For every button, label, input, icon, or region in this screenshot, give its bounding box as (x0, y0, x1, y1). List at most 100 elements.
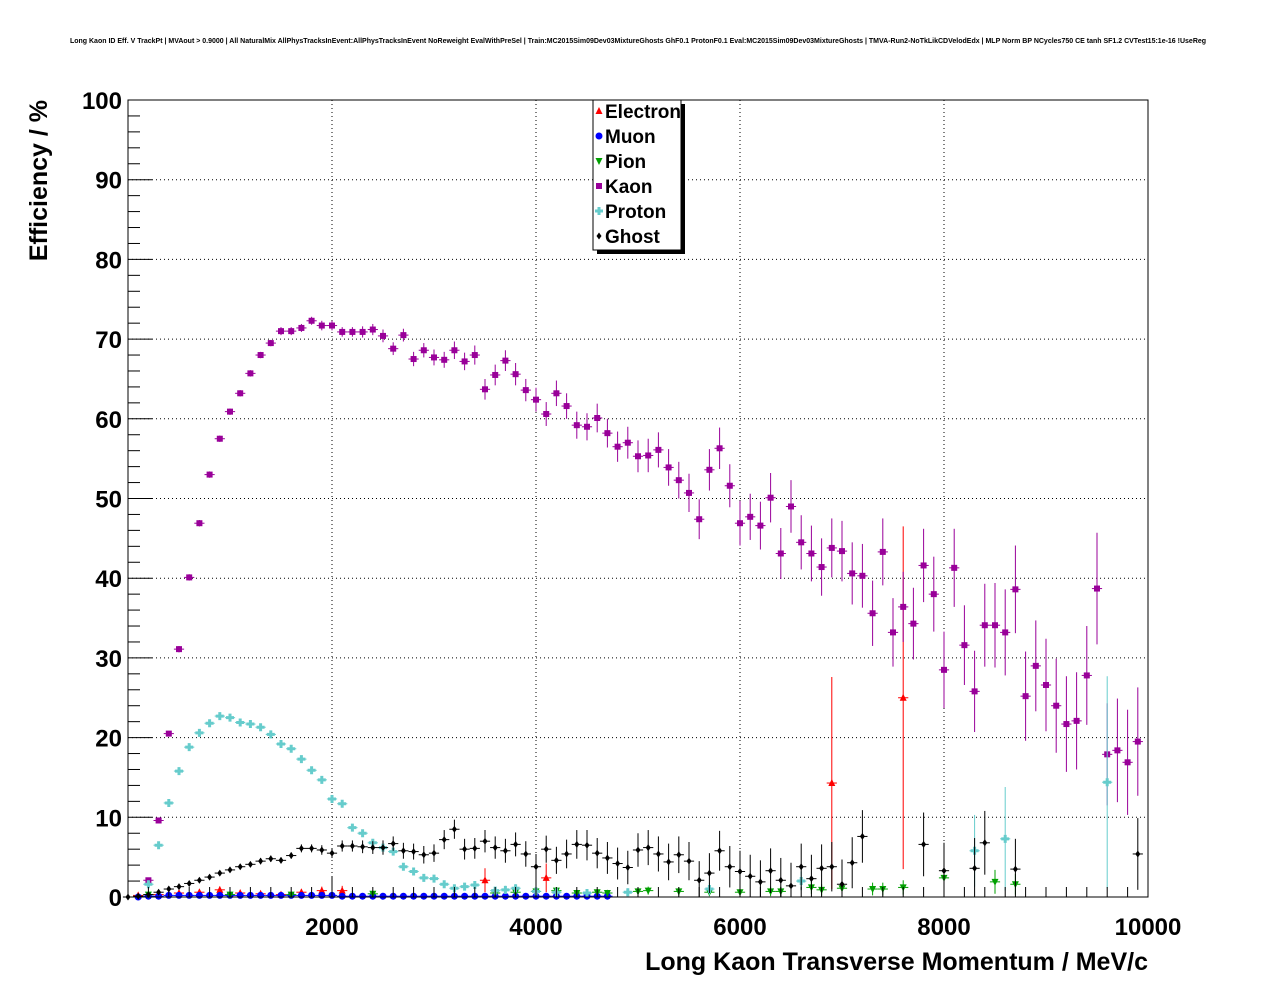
ghost-point (135, 892, 141, 900)
proton-point (266, 730, 275, 739)
ghost-point (492, 844, 498, 852)
kaon-point (849, 570, 856, 577)
kaon-point (635, 453, 641, 460)
ghost-point (217, 869, 223, 877)
proton-point (154, 841, 163, 850)
kaon-point (380, 332, 386, 339)
ghost-point (360, 843, 366, 851)
x-tick-label: 4000 (509, 914, 562, 941)
ghost-point (400, 847, 406, 855)
ghost-point (339, 842, 345, 850)
proton-point (236, 718, 245, 727)
ghost-point (727, 863, 733, 871)
legend-pion-label: Pion (605, 152, 646, 173)
kaon-point (726, 482, 733, 489)
kaon-point (563, 403, 570, 410)
ghost-point (513, 840, 519, 848)
kaon-point (971, 688, 978, 695)
pion-point (869, 886, 877, 894)
grid-lines (128, 100, 1148, 897)
legend: Electron Muon Pion Kaon Proton Ghost (592, 99, 685, 254)
proton-point (185, 743, 194, 752)
proton-point (358, 829, 367, 838)
kaon-point (369, 326, 376, 333)
kaon-point (941, 666, 947, 673)
ghost-point (502, 847, 508, 855)
ghost-point (594, 849, 600, 857)
proton-point (440, 880, 449, 889)
x-tick-label: 2000 (305, 914, 358, 941)
kaon-point (227, 408, 233, 415)
ghost-point (186, 879, 192, 887)
muon-point (155, 892, 163, 900)
proton-point (419, 873, 428, 882)
kaon-point (400, 332, 407, 339)
kaon-point (1032, 662, 1039, 669)
kaon-point (655, 446, 662, 453)
electron-point (318, 886, 326, 894)
electron-point (338, 886, 346, 894)
proton-point (623, 888, 632, 897)
muon-point (318, 891, 326, 899)
y-tick-label: 80 (95, 247, 122, 274)
y-axis-title: Efficiency / % (25, 100, 53, 261)
ghost-point (686, 857, 692, 865)
kaon-point (176, 646, 182, 653)
muon-point (501, 892, 509, 900)
kaon-point (992, 622, 998, 629)
proton-point (297, 755, 306, 764)
ghost-point (533, 863, 539, 871)
x-tick-label: 8000 (917, 914, 970, 941)
kaon-point (879, 548, 886, 555)
ghost-point (421, 851, 427, 859)
kaon-point (818, 564, 825, 571)
kaon-point (839, 548, 845, 555)
ghost-point (482, 837, 488, 845)
kaon-point (900, 603, 907, 610)
ghost-point (390, 840, 396, 848)
ghost-point (645, 844, 651, 852)
ghost-point (553, 856, 559, 864)
legend-electron-label: Electron (605, 102, 681, 123)
electron-point (542, 873, 550, 881)
y-tick-label: 10 (95, 805, 122, 832)
x-tick-label: 6000 (713, 914, 766, 941)
kaon-point (747, 513, 754, 520)
legend-electron-marker (595, 107, 603, 114)
kaon-point (431, 354, 437, 361)
ghost-point (349, 842, 355, 850)
ghost-point (268, 855, 274, 863)
y-tick-label: 60 (95, 407, 122, 434)
legend-proton-marker (595, 207, 603, 215)
kaon-point (930, 591, 937, 598)
kaon-point (512, 371, 519, 378)
ghost-point (768, 867, 774, 875)
y-tick-label: 30 (95, 646, 122, 673)
ghost-point (564, 850, 570, 858)
kaon-point (247, 370, 254, 377)
electron-point (216, 885, 224, 893)
ghost-point (839, 880, 845, 888)
electron-point (828, 779, 836, 787)
ghost-point (574, 840, 580, 848)
kaon-point (318, 322, 325, 329)
kaon-point (482, 386, 488, 393)
ghost-point (655, 850, 661, 858)
proton-point (1103, 778, 1112, 787)
ghost-point (859, 832, 865, 840)
kaon-point (1114, 747, 1121, 754)
ghost-point (237, 863, 243, 871)
y-tick-label: 50 (95, 487, 122, 514)
legend-kaon-label: Kaon (605, 177, 653, 198)
kaon-point (981, 622, 988, 629)
ghost-point (370, 844, 376, 852)
ghost-point (156, 888, 162, 896)
ghost-point (788, 882, 794, 890)
proton-point (195, 728, 204, 737)
ghost-point (921, 840, 927, 848)
kaon-point (410, 356, 417, 363)
muon-point (216, 891, 224, 899)
ghost-point (584, 841, 590, 849)
kaon-point (349, 328, 356, 335)
legend-proton-label: Proton (605, 202, 666, 223)
